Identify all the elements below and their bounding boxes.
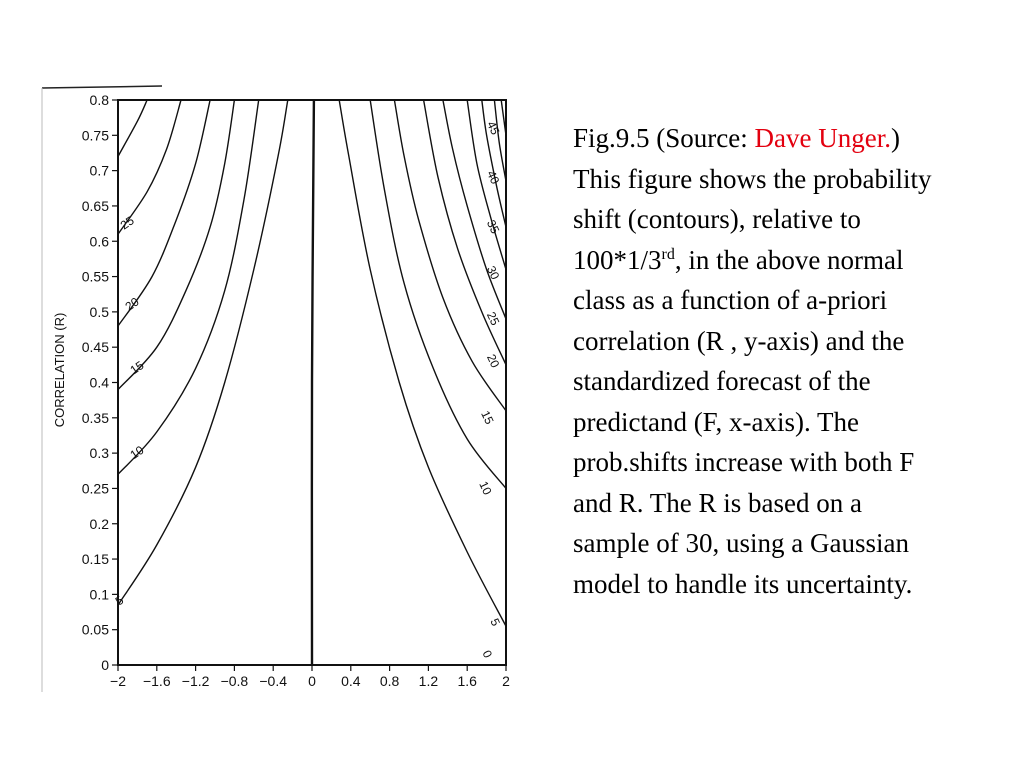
contour-line	[369, 99, 507, 489]
contour-label: 40	[484, 168, 502, 186]
x-tick-label: 0	[308, 673, 316, 689]
contour-line	[422, 99, 507, 366]
contour-line	[117, 99, 182, 235]
contour-label: 5	[487, 616, 503, 628]
caption-text-3: , in the above normal class as a functio…	[573, 244, 915, 599]
contour-line	[117, 99, 148, 157]
contour-line	[500, 99, 507, 136]
contour-lines	[117, 99, 507, 666]
contour-label: 25	[484, 310, 502, 328]
contour-line	[338, 99, 507, 627]
contour-line	[117, 99, 260, 475]
x-tick-label: 0.4	[341, 673, 361, 689]
contour-label: 45	[484, 119, 502, 137]
contour-label: 15	[127, 358, 146, 377]
contour-chart: 5 10 15 20 25 0 5 10 15 20 25 30 35 40 45 −2 −1.6 −1.2 −0…	[40, 80, 520, 695]
source-link[interactable]: Dave Unger.	[754, 123, 891, 153]
contour-line	[466, 99, 507, 270]
y-tick-label: 0.75	[82, 127, 109, 143]
contour-line	[117, 99, 211, 327]
x-tick-label: −2	[110, 673, 126, 689]
caption-text-2: ) This figure shows the probability shif…	[573, 123, 932, 275]
contour-label: 20	[484, 352, 502, 370]
contour-line	[481, 99, 507, 228]
y-tick-label: 0.8	[90, 92, 110, 108]
y-tick-label: 0.65	[82, 198, 109, 214]
x-tick-label: 2	[502, 673, 510, 689]
y-tick-label: 0.25	[82, 480, 109, 496]
x-tick-label: 1.2	[419, 673, 439, 689]
y-tick-label: 0.35	[82, 410, 109, 426]
x-tick-label: 0.8	[380, 673, 400, 689]
y-tick-label: 0.3	[90, 445, 110, 461]
scan-edge-top	[41, 85, 163, 89]
x-tick-label: −0.8	[221, 673, 249, 689]
contour-line	[442, 99, 507, 320]
y-axis-title: CORRELATION (R)	[52, 313, 67, 428]
y-tick-label: 0.5	[90, 304, 110, 320]
contour-line	[117, 99, 236, 391]
y-tick-label: 0.45	[82, 339, 109, 355]
x-tick-label: −1.2	[182, 673, 210, 689]
x-tick-label: −1.6	[143, 673, 171, 689]
contour-line	[393, 99, 507, 412]
y-tick-label: 0.7	[90, 163, 110, 179]
y-tick-label: 0.4	[90, 375, 110, 391]
caption-text-1: Fig.9.5 (Source:	[573, 123, 755, 153]
contour-label: 10	[476, 479, 494, 497]
y-tick-label: 0.55	[82, 269, 109, 285]
contour-line	[310, 99, 316, 666]
y-axis: 0 0.05 0.1 0.15 0.2 0.25 0.3 0.35 0.4 0.45 0.5 0.55…	[82, 92, 118, 673]
y-tick-label: 0.2	[90, 516, 110, 532]
figure-caption: Fig.9.5 (Source: Dave Unger.) This figur…	[573, 118, 938, 604]
contour-line	[493, 99, 507, 182]
y-tick-label: 0.1	[90, 586, 110, 602]
contour-label: 30	[484, 264, 502, 282]
y-tick-label: 0.05	[82, 622, 109, 638]
contour-label: 15	[478, 408, 496, 426]
y-tick-label: 0.6	[90, 233, 110, 249]
caption-superscript: rd	[661, 245, 675, 263]
contour-line	[117, 99, 289, 606]
y-tick-label: 0.15	[82, 551, 109, 567]
x-tick-label: −0.4	[259, 673, 287, 689]
contour-label: 10	[127, 443, 146, 462]
y-tick-label: 0	[101, 657, 109, 673]
contour-label: 35	[484, 218, 502, 236]
x-tick-label: 1.6	[457, 673, 477, 689]
contour-label: 0	[480, 648, 496, 660]
x-axis: −2 −1.6 −1.2 −0.8 −0.4 0 0.4 0.8 1.2 1.6 2	[110, 665, 510, 689]
